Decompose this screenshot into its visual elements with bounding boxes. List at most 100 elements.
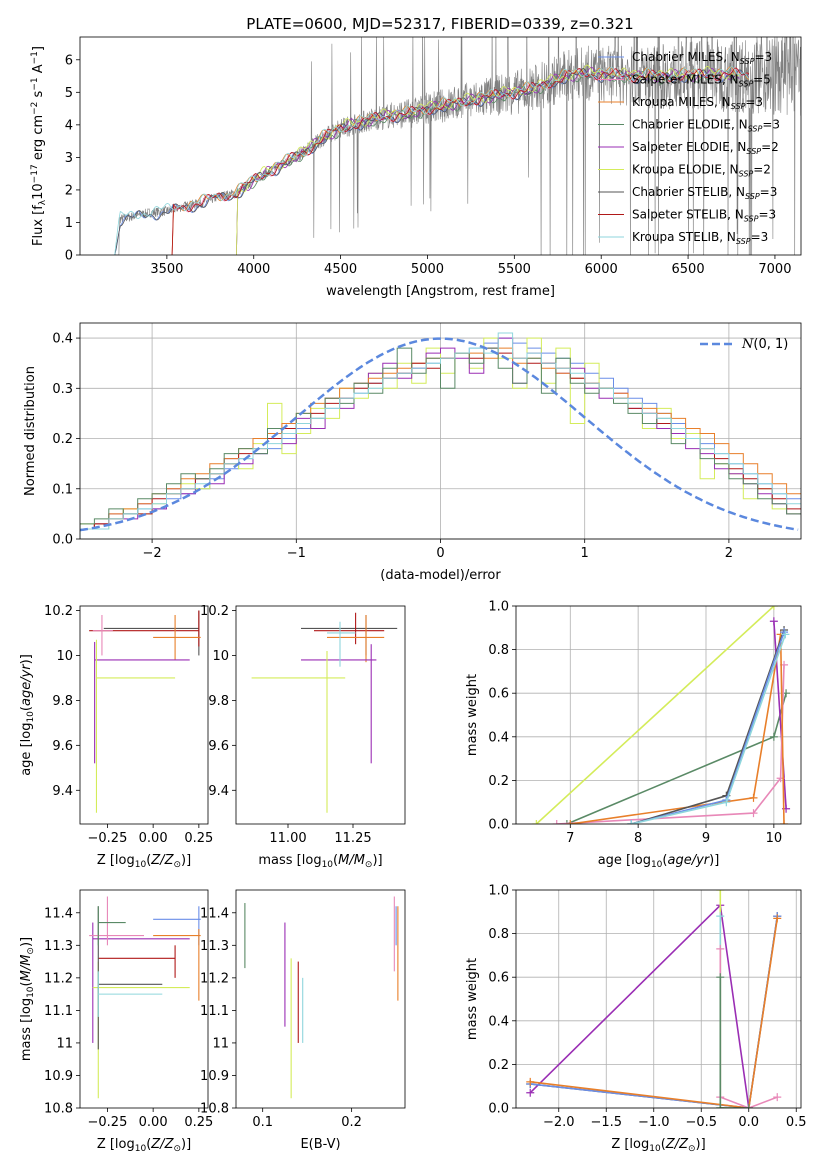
x-tick-label: 1 xyxy=(581,546,589,561)
x-tick-label: −0.5 xyxy=(685,1115,717,1130)
x-tick-label: 7000 xyxy=(758,262,791,277)
weight-marker xyxy=(716,973,725,982)
y-tick-label: 9.4 xyxy=(208,784,229,799)
x-tick-label: 0.0 xyxy=(738,1115,759,1130)
x-tick-label: 9 xyxy=(702,831,710,846)
weight-line xyxy=(631,629,785,824)
weight-line xyxy=(556,664,785,824)
y-tick-label: 0.0 xyxy=(488,1102,509,1117)
x-axis-label: Z [log10(Z/Z⊙)] xyxy=(611,1137,705,1154)
weight-line xyxy=(570,634,785,824)
x-axis-label: E(B-V) xyxy=(300,1137,340,1152)
axes-frame xyxy=(79,322,802,540)
legend-label: Chabrier STELIB, NSSP=3 xyxy=(632,185,777,201)
weight-marker xyxy=(562,820,571,824)
weight-line xyxy=(631,634,787,824)
weight-marker xyxy=(769,617,778,626)
legend: Chabrier MILES, NSSP=3 Salpeter MILES, NS… xyxy=(598,50,780,246)
y-tick-label: 11.1 xyxy=(200,1004,229,1019)
weight-marker xyxy=(780,820,789,824)
x-tick-label: 3500 xyxy=(150,262,183,277)
y-tick-label: 0.4 xyxy=(488,730,509,745)
weight-marker xyxy=(749,809,758,818)
y-tick-label: 0.3 xyxy=(52,382,73,397)
weight-marker xyxy=(769,606,778,610)
x-tick-label: 4000 xyxy=(237,262,270,277)
x-tick-label: 5000 xyxy=(411,262,444,277)
axes-frame xyxy=(235,889,406,1109)
x-tick-label: −1.5 xyxy=(590,1115,622,1130)
x-tick-label: 11.25 xyxy=(334,831,371,846)
x-tick-label: 10 xyxy=(766,831,783,846)
y-tick-label: 11.1 xyxy=(44,1004,73,1019)
y-axis-label: mass weight xyxy=(465,674,480,756)
y-tick-label: 11.4 xyxy=(44,906,73,921)
y-tick-label: 6 xyxy=(65,53,73,68)
y-tick-label: 0.8 xyxy=(488,927,509,942)
weight-marker xyxy=(716,912,725,921)
weight-marker xyxy=(769,732,778,741)
x-tick-label: −1 xyxy=(287,546,306,561)
model-line xyxy=(114,66,749,255)
weight-marker xyxy=(526,1088,535,1097)
x-tick-label: 0.25 xyxy=(184,1115,213,1130)
x-axis-label: Z [log10(Z/Z⊙)] xyxy=(97,1137,191,1154)
y-tick-label: 3 xyxy=(65,151,73,166)
y-tick-label: 9.4 xyxy=(52,784,73,799)
weight-line xyxy=(719,977,749,1108)
x-axis-label: Z [log10(Z/Z⊙)] xyxy=(97,853,191,870)
y-tick-label: 1.0 xyxy=(488,600,509,615)
weight-marker xyxy=(627,820,636,824)
y-tick-label: 0.8 xyxy=(488,643,509,658)
x-tick-label: 0.25 xyxy=(184,831,213,846)
model-line xyxy=(171,67,750,255)
x-tick-label: 0.5 xyxy=(786,1115,807,1130)
y-tick-label: 0.0 xyxy=(52,533,73,548)
weight-line xyxy=(631,631,785,824)
plot-area-age-vs-Z xyxy=(89,610,201,813)
y-tick-label: 0.1 xyxy=(52,482,73,497)
axes-frame xyxy=(515,889,802,1109)
histogram-series xyxy=(80,332,801,539)
y-tick-label: 0.2 xyxy=(488,774,509,789)
y-axis-label: age [log10(age/yr)] xyxy=(19,654,36,776)
weight-marker xyxy=(552,820,561,824)
axes-mass-vs-Z: −0.25 0.00 0.25 10.8 10.9 11 11.1 11.2 11.3 11.4 Z… xyxy=(19,889,213,1154)
x-tick-label: 11.00 xyxy=(269,831,306,846)
y-tick-label: 5 xyxy=(65,86,73,101)
y-tick-label: 10.9 xyxy=(200,1069,229,1084)
weight-marker xyxy=(781,630,790,639)
figure-title: PLATE=0600, MJD=52317, FIBERID=0339, z=0… xyxy=(246,15,633,33)
axes-age-vs-Z: −0.25 0.00 0.25 9.4 9.6 9.8 10 10.2 Z [log10(Z/Z… xyxy=(19,604,213,870)
legend-label: Salpeter STELIB, NSSP=3 xyxy=(632,208,776,224)
x-tick-label: 0.00 xyxy=(139,831,168,846)
y-tick-label: 11 xyxy=(56,1036,73,1051)
weight-marker xyxy=(722,798,731,807)
x-tick-label: 0.1 xyxy=(252,1115,273,1130)
weight-line xyxy=(529,903,750,1108)
x-axis-label: age [log10(age/yr)] xyxy=(598,853,720,870)
y-tick-label: 10.2 xyxy=(44,604,73,619)
y-axis-label: Flux [fλ10−17 erg cm−2 s−1 A−1] xyxy=(30,46,48,246)
x-tick-label: 4500 xyxy=(324,262,357,277)
plot-area-spectrum xyxy=(114,37,801,255)
weight-line xyxy=(535,606,775,824)
y-tick-label: 11.2 xyxy=(44,971,73,986)
plot-area-weight-vs-Z xyxy=(526,890,782,1108)
y-tick-label: 10.2 xyxy=(200,604,229,619)
y-tick-label: 0 xyxy=(65,249,73,264)
legend-label: Kroupa ELODIE, NSSP=2 xyxy=(632,163,771,179)
axes-mass-vs-ebv: 0.1 0.2 10.8 10.9 11 11.1 11.2 11.3 11.4 E(B-V) xyxy=(200,889,406,1152)
axes-frame xyxy=(235,605,406,825)
y-tick-label: 0.6 xyxy=(488,687,509,702)
legend-label: N(0, 1) xyxy=(741,337,788,352)
plot-area-mass-vs-Z xyxy=(89,896,201,1099)
y-axis-label: Normed distribution xyxy=(23,366,38,496)
y-axis-label: mass [log10(M/M⊙)] xyxy=(19,937,36,1061)
y-tick-label: 10 xyxy=(56,649,73,664)
y-tick-label: 9.8 xyxy=(208,694,229,709)
y-tick-label: 11.3 xyxy=(44,939,73,954)
x-tick-label: −2 xyxy=(143,546,162,561)
y-axis-label: mass weight xyxy=(465,958,480,1040)
